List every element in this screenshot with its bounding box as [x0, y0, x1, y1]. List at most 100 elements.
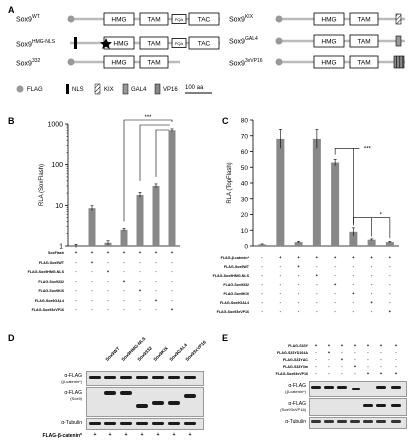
e-mark: + — [366, 343, 370, 348]
c-bar — [367, 239, 376, 246]
b-mark: - — [107, 288, 109, 293]
c-ytick-label: 80 — [241, 118, 249, 125]
c-ylabel: RLA (TopFlash) — [227, 162, 233, 203]
c-mark: - — [261, 291, 263, 296]
e-band-tubulin — [350, 420, 360, 423]
legend-gal4-text: GAL4 — [131, 87, 147, 93]
wt-tac-text: TAC — [198, 17, 211, 24]
b-mark: - — [91, 288, 93, 293]
e-band-sox9 — [391, 404, 401, 407]
d-blot1-label: α-FLAG (β-catenin*) — [61, 373, 82, 385]
b-mark: - — [155, 288, 157, 293]
c-mark: + — [370, 300, 373, 305]
e-blot3 — [309, 417, 407, 429]
c-mark: - — [297, 273, 300, 278]
c-mark: - — [261, 273, 263, 278]
e-band-catenin — [376, 386, 386, 389]
panel-c-label: C — [222, 116, 229, 126]
c-ytick-label: 40 — [241, 181, 249, 188]
b-mark: + — [170, 307, 174, 312]
wt-hmg-text: HMG — [111, 17, 126, 24]
d-footer-mark: + — [93, 432, 97, 438]
b-mark: - — [171, 288, 173, 293]
b-mark: - — [91, 269, 93, 274]
c-row-label: FLAG-Sox9WT — [223, 265, 249, 269]
c-mark: - — [279, 273, 282, 278]
b-row-label: SoxFlash — [48, 251, 64, 255]
c-row-label: FLAG-Sox93xVP16 — [216, 310, 249, 314]
c-mark: - — [261, 282, 263, 287]
e-mark: - — [380, 350, 382, 355]
b-mark: - — [155, 307, 157, 312]
c-mark: - — [316, 309, 318, 314]
b-mark: - — [75, 269, 77, 274]
d-footer-mark: + — [124, 432, 128, 438]
b-mark: - — [155, 269, 157, 274]
b-bar — [168, 130, 176, 246]
b-mark: + — [154, 250, 158, 255]
c-ytick-label: 60 — [241, 149, 249, 156]
c-row-label: FLAG-β-catenin* — [220, 256, 249, 260]
c-bar — [349, 231, 358, 246]
e-mark: - — [315, 357, 317, 362]
d-band-sox9 — [184, 394, 196, 398]
hmgnls-tac-text: TAC — [198, 41, 211, 48]
e-mark: - — [328, 371, 330, 376]
hmgnls-tam-text: TAM — [147, 41, 160, 48]
c-mark: - — [261, 309, 263, 314]
c-mark: - — [279, 309, 282, 314]
c-mark: - — [297, 309, 300, 314]
e-mark: - — [395, 364, 397, 369]
e-mark: + — [340, 357, 344, 362]
chart-b: 1 10 100 1000 RLA (SoxFlash) *** — [39, 115, 180, 251]
e-mark: + — [340, 343, 344, 348]
c-bracket — [353, 217, 391, 239]
e-mark: - — [328, 357, 330, 362]
e-mark: + — [314, 343, 318, 348]
d-lane-label: Sox9WT — [104, 345, 121, 362]
c-mark: - — [352, 264, 355, 269]
c-mark: - — [261, 255, 263, 260]
b-mark: - — [107, 259, 109, 265]
c-mark: + — [388, 255, 392, 260]
e-mark: - — [354, 371, 356, 376]
b-ytick-label: 1 — [59, 244, 63, 251]
d-band-tubulin — [152, 422, 164, 425]
c-mark: - — [352, 273, 355, 278]
c-mark: - — [279, 282, 282, 287]
c-row-label: FLAG-Sox9KIX — [223, 292, 249, 296]
c-mark: - — [261, 264, 263, 269]
c-bar — [258, 244, 267, 246]
e-mark: - — [367, 350, 369, 355]
c-mark: + — [370, 255, 373, 260]
b-mark: + — [122, 250, 126, 255]
b-mark: - — [139, 297, 141, 303]
e-blot2-label: α-FLAG (Sox93xVP16) — [280, 401, 306, 413]
c-bar — [312, 138, 321, 246]
e-band-sox9 — [363, 404, 373, 407]
gal4-hmg-text: HMG — [321, 39, 336, 46]
e-mark: + — [353, 343, 357, 348]
c-mark: - — [352, 300, 355, 305]
b-mark: - — [139, 259, 141, 265]
d-footer-mark: + — [156, 432, 160, 438]
c-mark: - — [334, 264, 336, 269]
e-mark: + — [366, 371, 370, 376]
b-mark: + — [122, 278, 126, 284]
wt-tam-text: TAM — [147, 17, 160, 24]
e-mark: - — [380, 364, 382, 369]
d-band-sox9 — [168, 401, 180, 405]
c-mark: - — [316, 300, 318, 305]
e-mark: + — [394, 343, 398, 348]
e-mark: - — [328, 364, 330, 369]
c-mark: + — [297, 255, 300, 260]
d-band-tubulin — [184, 422, 196, 425]
e-blot1-label: α-FLAG (β-catenin*) — [285, 383, 306, 395]
b-ytick-label: 100 — [51, 162, 63, 169]
c-mark: - — [316, 291, 318, 296]
e-band-tubulin — [363, 420, 373, 423]
b-bar — [120, 229, 128, 246]
b-mark: - — [91, 278, 93, 284]
c-mark: + — [352, 255, 355, 260]
c-mark: - — [279, 264, 282, 269]
